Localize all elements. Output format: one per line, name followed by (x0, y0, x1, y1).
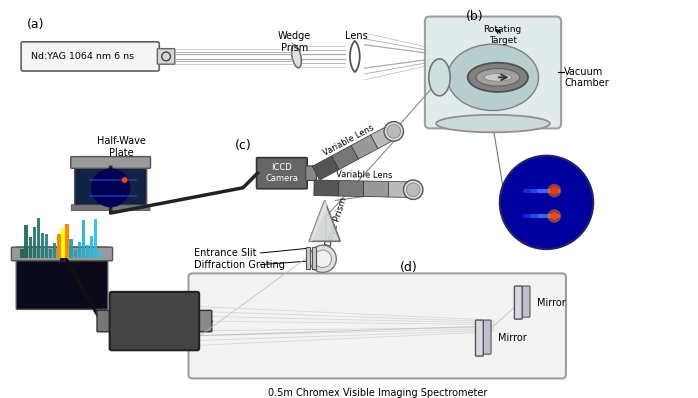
Text: Variable Lens: Variable Lens (336, 170, 392, 180)
Text: Variable Lens: Variable Lens (322, 123, 376, 158)
FancyBboxPatch shape (522, 286, 530, 317)
Text: (c): (c) (235, 139, 251, 152)
Circle shape (500, 156, 593, 249)
Text: Vacuum
Chamber: Vacuum Chamber (564, 66, 609, 88)
Ellipse shape (468, 63, 528, 92)
Bar (82, 220, 85, 258)
FancyBboxPatch shape (75, 157, 147, 209)
Bar (98, 251, 101, 258)
Bar (61, 228, 65, 258)
FancyBboxPatch shape (16, 247, 107, 309)
Text: Dove Prism: Dove Prism (324, 196, 348, 248)
Circle shape (384, 122, 403, 141)
Bar (57, 234, 61, 258)
Circle shape (547, 184, 561, 197)
FancyBboxPatch shape (11, 247, 112, 261)
Polygon shape (339, 180, 364, 197)
FancyBboxPatch shape (70, 157, 151, 168)
Bar (24, 225, 28, 258)
Circle shape (387, 125, 401, 138)
Text: Mirror: Mirror (498, 333, 526, 343)
Bar (33, 226, 36, 258)
Polygon shape (364, 181, 389, 197)
Text: (a): (a) (27, 18, 45, 31)
FancyBboxPatch shape (514, 286, 522, 319)
Bar (49, 250, 52, 258)
FancyBboxPatch shape (21, 42, 159, 71)
FancyBboxPatch shape (475, 320, 483, 356)
Bar (77, 242, 81, 258)
Polygon shape (309, 201, 340, 241)
Bar (69, 239, 73, 258)
Circle shape (406, 183, 420, 197)
Bar (86, 244, 89, 258)
Circle shape (403, 180, 423, 199)
Polygon shape (314, 180, 339, 196)
Ellipse shape (436, 115, 550, 132)
FancyBboxPatch shape (97, 310, 112, 332)
Bar (73, 250, 77, 258)
Text: 0.5m Chromex Visible Imaging Spectrometer: 0.5m Chromex Visible Imaging Spectromete… (267, 388, 487, 398)
Text: ICCD Camera: ICCD Camera (114, 316, 195, 326)
Circle shape (314, 250, 332, 267)
Text: Entrance Slit: Entrance Slit (194, 248, 257, 258)
FancyBboxPatch shape (306, 166, 316, 180)
Bar (37, 218, 40, 258)
Bar (29, 237, 32, 258)
Bar (45, 234, 48, 258)
FancyBboxPatch shape (425, 17, 561, 129)
Text: Rotating
Target: Rotating Target (484, 25, 522, 45)
Circle shape (551, 187, 558, 195)
Ellipse shape (476, 68, 520, 86)
Polygon shape (351, 135, 378, 159)
FancyBboxPatch shape (110, 292, 199, 350)
Circle shape (121, 177, 128, 183)
Circle shape (551, 212, 558, 220)
Ellipse shape (484, 74, 512, 81)
Polygon shape (332, 145, 359, 170)
Polygon shape (388, 181, 413, 197)
Ellipse shape (429, 59, 450, 96)
FancyBboxPatch shape (71, 205, 150, 211)
FancyBboxPatch shape (483, 320, 491, 354)
FancyBboxPatch shape (257, 158, 307, 189)
Polygon shape (312, 156, 339, 180)
Ellipse shape (292, 45, 302, 68)
FancyBboxPatch shape (157, 49, 174, 64)
Circle shape (91, 168, 130, 207)
Text: Lens: Lens (346, 31, 368, 41)
Text: Diffraction Grating: Diffraction Grating (194, 259, 285, 269)
Text: Wedge
Prism: Wedge Prism (278, 31, 311, 53)
Text: ICCD
Camera: ICCD Camera (265, 164, 298, 183)
FancyBboxPatch shape (188, 273, 566, 378)
Bar (90, 236, 94, 258)
Polygon shape (309, 201, 327, 241)
Bar (20, 249, 24, 258)
Bar (53, 243, 57, 258)
Ellipse shape (447, 44, 539, 111)
Bar (66, 224, 68, 258)
Bar (94, 219, 97, 258)
Text: Nd:YAG 1064 nm 6 ns: Nd:YAG 1064 nm 6 ns (31, 52, 134, 61)
FancyBboxPatch shape (196, 310, 211, 332)
Text: Half-Wave
Plate: Half-Wave Plate (97, 136, 146, 158)
Polygon shape (371, 125, 397, 149)
FancyBboxPatch shape (312, 247, 316, 269)
Text: (d): (d) (399, 261, 417, 274)
Circle shape (309, 245, 336, 272)
Circle shape (547, 209, 561, 223)
Bar (40, 233, 44, 258)
Text: (b): (b) (466, 10, 483, 23)
FancyBboxPatch shape (306, 247, 311, 269)
Text: Mirror: Mirror (537, 298, 565, 308)
